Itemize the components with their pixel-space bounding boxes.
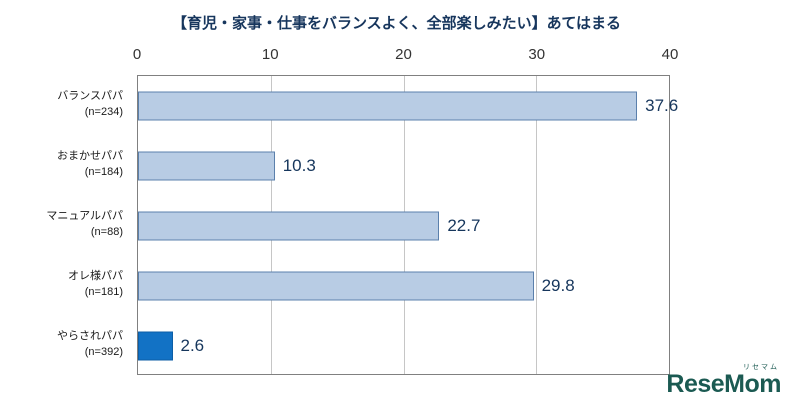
- category-name: おまかせパパ: [57, 150, 123, 163]
- bar-row: 22.7: [138, 196, 669, 256]
- category-sample-size: (n=392): [84, 346, 123, 358]
- bar-value-label: 22.7: [447, 216, 481, 235]
- category-label: マニュアルパパ (n=88): [0, 195, 130, 255]
- category-axis: バランスパパ (n=234) おまかせパパ (n=184) マニュアルパパ (n=88) オ…: [0, 75, 130, 375]
- bar-value-label: 2.6: [180, 336, 205, 355]
- bar: [138, 151, 275, 181]
- bar-row: 2.6: [138, 316, 669, 376]
- bar: [138, 271, 534, 301]
- bar-value-label: 10.3: [282, 156, 316, 175]
- category-label: オレ様パパ (n=181): [0, 255, 130, 315]
- category-name: バランスパパ: [57, 90, 123, 103]
- category-sample-size: (n=181): [84, 286, 123, 298]
- category-label: おまかせパパ (n=184): [0, 135, 130, 195]
- category-label: やらされパパ (n=392): [0, 315, 130, 375]
- x-axis-tick-label: 10: [261, 46, 279, 63]
- category-name: マニュアルパパ: [46, 210, 123, 223]
- bar: [138, 91, 638, 121]
- bar-value-label: 29.8: [541, 276, 575, 295]
- x-axis-tick-label: 40: [661, 46, 679, 63]
- bar-row: 37.6: [138, 76, 678, 136]
- bar: [138, 331, 173, 361]
- bar-row: 29.8: [138, 256, 669, 316]
- gridline: [536, 76, 538, 374]
- bar-value-label: 37.6: [645, 96, 679, 115]
- bar: [138, 211, 440, 241]
- plot-area: 37.6 10.3 22.7 29.8 2.6: [137, 75, 678, 376]
- resemom-logo-text: ReseMom: [666, 370, 781, 398]
- x-axis-tick-label: 0: [132, 46, 142, 63]
- x-axis-tick-label: 30: [528, 46, 546, 63]
- category-name: オレ様パパ: [68, 270, 123, 283]
- bar-row: 10.3: [138, 136, 669, 196]
- resemom-logo-ruby: リセマム: [743, 364, 779, 371]
- category-sample-size: (n=88): [90, 226, 123, 238]
- x-axis: 0 10 20 30 40: [133, 46, 679, 66]
- chart-title: 【育児・家事・仕事をバランスよく、全部楽しみたい】あてはまる: [171, 15, 622, 32]
- category-sample-size: (n=184): [84, 166, 123, 178]
- category-label: バランスパパ (n=234): [0, 75, 130, 135]
- resemom-logo: リセマム ReseMom: [666, 364, 781, 397]
- x-axis-tick-label: 20: [395, 46, 412, 63]
- category-name: やらされパパ: [57, 330, 123, 343]
- category-sample-size: (n=234): [84, 106, 123, 118]
